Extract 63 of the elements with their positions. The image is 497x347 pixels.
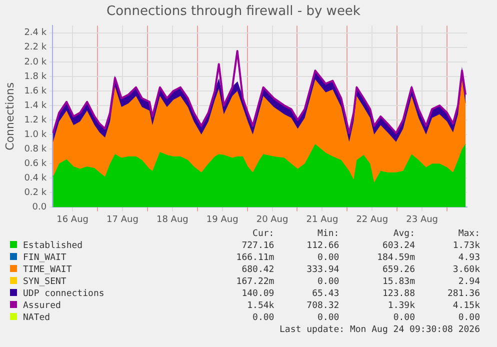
x-tick-label: 16 Aug (56, 214, 89, 225)
text: Min: (316, 228, 340, 240)
legend-label: SYN_SENT (22, 276, 68, 288)
text: 0.00 (316, 276, 340, 288)
y-tick-label: 0.8 k (24, 144, 48, 154)
text: 0.00 (252, 312, 274, 324)
legend-label: TIME_WAIT (22, 264, 73, 276)
legend-label: NATed (22, 312, 52, 324)
text: 333.94 (306, 264, 340, 276)
text: 659.26 (381, 264, 415, 276)
legend-label: Established (22, 240, 84, 252)
text: 4.15k (452, 300, 480, 312)
text: 15.83m (381, 276, 415, 288)
text: 680.42 (240, 264, 274, 276)
text: Avg: (392, 228, 415, 240)
text: Max: (457, 228, 480, 240)
chart-title: Connections through firewall - by week (106, 4, 361, 20)
y-tick-label: 2.2 k (24, 42, 48, 53)
y-tick-label: 1.6 k (24, 86, 48, 96)
y-tick-label: 2.4 k (24, 28, 48, 38)
y-tick-label: 0.6 k (24, 158, 48, 169)
x-tick-label: 17 Aug (106, 214, 138, 225)
text: 281.36 (446, 288, 480, 300)
x-tick-label: 18 Aug (156, 214, 188, 225)
y-tick-label: 1.0 k (24, 130, 48, 140)
y-tick-label: 2.0 k (24, 57, 48, 68)
text: 123.88 (381, 288, 415, 300)
text: 0.00 (392, 312, 415, 324)
text: 0.00 (316, 252, 340, 264)
text: 167.22m (235, 276, 274, 288)
x-tick-label: 21 Aug (306, 214, 338, 225)
y-tick-label: 1.2 k (24, 115, 48, 126)
y-tick-label: 0.2 k (24, 188, 48, 198)
text: 0.00 (316, 312, 340, 324)
text: 1.73k (452, 240, 480, 252)
text: 65.43 (311, 288, 340, 300)
x-tick-label: 23 Aug (406, 214, 438, 225)
y-tick-label: 0.0 (32, 202, 47, 213)
text: 708.32 (306, 300, 340, 312)
legend-label: UDP connections (22, 288, 106, 300)
text: 603.24 (381, 240, 415, 252)
text: 727.16 (240, 240, 274, 252)
text: Cur: (252, 228, 274, 240)
text: 112.66 (306, 240, 340, 252)
text: Last update: Mon Aug 24 09:30:08 2026 (278, 324, 480, 336)
x-tick-label: 22 Aug (356, 214, 388, 225)
text: 1.39k (386, 300, 415, 312)
y-tick-label: 0.4 k (24, 173, 48, 184)
y-axis-title: Connections (3, 82, 16, 150)
text: 2.94 (457, 276, 480, 288)
legend-label: FIN_WAIT (22, 252, 68, 264)
x-tick-label: 19 Aug (206, 214, 238, 225)
text: 184.59m (376, 252, 415, 264)
y-tick-label: 1.8 k (24, 72, 48, 82)
text: 4.93 (457, 252, 480, 264)
text: 140.09 (240, 288, 274, 300)
text: 0.00 (457, 312, 480, 324)
legend-label: Assured (22, 300, 62, 312)
y-tick-label: 1.4 k (24, 100, 48, 111)
text: 3.60k (452, 264, 480, 276)
text: 166.11m (235, 252, 274, 264)
x-tick-label: 20 Aug (256, 214, 288, 225)
text: 1.54k (246, 300, 274, 312)
